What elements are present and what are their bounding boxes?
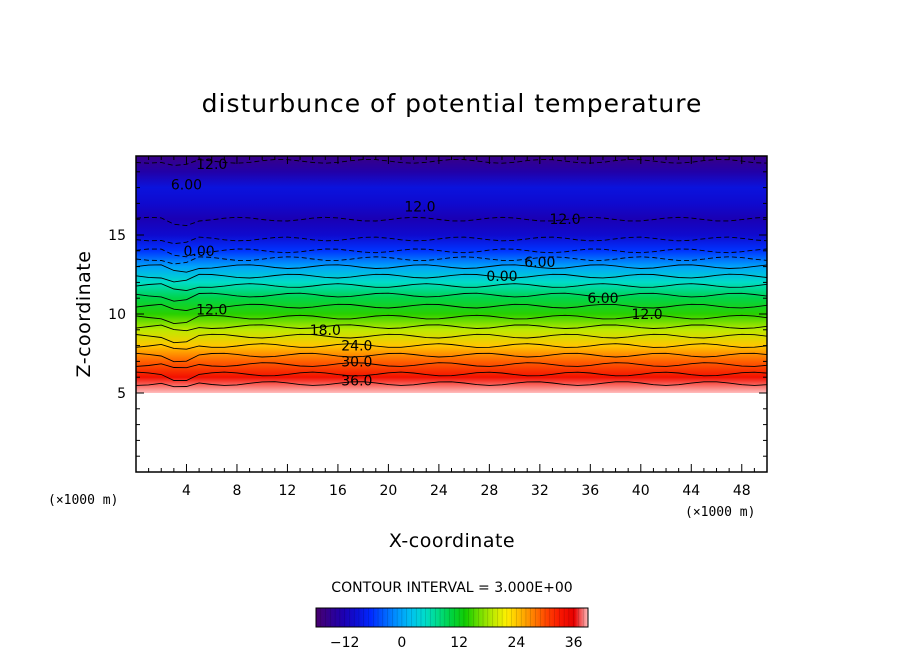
contour-line — [136, 248, 767, 258]
contour-label: 0.00 — [184, 244, 215, 260]
x-tick-label: 12 — [279, 483, 297, 499]
contour-label: 6.00 — [587, 291, 618, 307]
colorbar-tick-label: 12 — [450, 635, 468, 651]
colorbar-segments — [315, 608, 589, 627]
colorbar-tick-label: −12 — [330, 635, 360, 651]
contour-line — [136, 352, 767, 363]
contour-line — [136, 256, 767, 265]
x-tick-label: 4 — [182, 483, 191, 499]
x-tick-label: 32 — [531, 483, 549, 499]
contour-line — [136, 314, 767, 325]
contour-labels: 12.0 6.00 12.0 12.0 6.00 0.00 6.00 12.0 0.00 12.0… — [171, 157, 663, 389]
contour-label: 12.0 — [549, 212, 580, 228]
contour-line — [136, 324, 767, 332]
x-axis-title: X-coordinate — [389, 530, 515, 552]
contour-interval-label: CONTOUR INTERVAL = 3.000E+00 — [331, 580, 572, 596]
colorbar-fill — [316, 608, 588, 627]
x-tick-label: 20 — [379, 483, 397, 499]
contour-label: 36.0 — [341, 373, 372, 389]
x-tick-label: 8 — [232, 483, 241, 499]
contour-line — [136, 236, 767, 245]
x-tick-label: 16 — [329, 483, 347, 499]
contour-label: 12.0 — [196, 302, 227, 318]
contour-line — [136, 371, 767, 381]
contour-line — [136, 362, 767, 369]
contour-label: 6.00 — [171, 177, 202, 193]
contour-line — [136, 292, 767, 302]
chart-title: disturbunce of potential temperature — [202, 89, 703, 118]
contour-line — [136, 216, 767, 227]
x-tick-label: 28 — [480, 483, 498, 499]
y-axis-title: Z-coordinate — [73, 251, 95, 378]
x-unit-left: (×1000 m) — [48, 493, 118, 508]
contour-line — [136, 283, 767, 292]
contour-line — [136, 264, 767, 273]
contour-label: 24.0 — [341, 339, 372, 355]
contour-line — [136, 333, 767, 344]
contour-line — [136, 303, 767, 312]
x-tick-label: 40 — [632, 483, 650, 499]
contour-label: 12.0 — [404, 200, 435, 216]
contour-label: 12.0 — [196, 157, 227, 173]
contour-line — [136, 159, 767, 166]
colorbar-ticks: −12 0 12 24 36 — [330, 635, 583, 651]
contour-line — [136, 381, 767, 388]
x-tick-label: 44 — [682, 483, 700, 499]
x-tick-label: 36 — [581, 483, 599, 499]
contour-label: 0.00 — [486, 269, 517, 285]
colorbar-tick-label: 0 — [397, 635, 406, 651]
colorbar-tick-label: 36 — [565, 635, 583, 651]
y-tick-label: 10 — [108, 307, 126, 323]
x-axis-ticks: 4 8 12 16 20 24 28 32 36 40 44 48 — [148, 156, 755, 499]
colorbar-tick-label: 24 — [508, 635, 526, 651]
x-tick-label: 48 — [733, 483, 751, 499]
y-axis-ticks: 5 10 15 — [108, 171, 767, 457]
contour-label: 18.0 — [310, 323, 341, 339]
y-tick-label: 15 — [108, 228, 126, 244]
contour-lines — [136, 159, 767, 388]
colorbar: −12 0 12 24 36 — [315, 607, 589, 651]
field-fill — [136, 156, 767, 393]
contour-line — [136, 273, 767, 283]
plot-area: 12.0 6.00 12.0 12.0 6.00 0.00 6.00 12.0 0.00 12.0… — [136, 156, 767, 393]
y-tick-label: 5 — [117, 386, 126, 402]
contour-line — [136, 343, 767, 350]
x-unit-right: (×1000 m) — [685, 505, 755, 520]
contour-label: 12.0 — [632, 307, 663, 323]
contour-label: 6.00 — [524, 255, 555, 271]
contour-label: 30.0 — [341, 354, 372, 370]
colorbar-frame — [315, 607, 589, 628]
x-tick-label: 24 — [430, 483, 448, 499]
